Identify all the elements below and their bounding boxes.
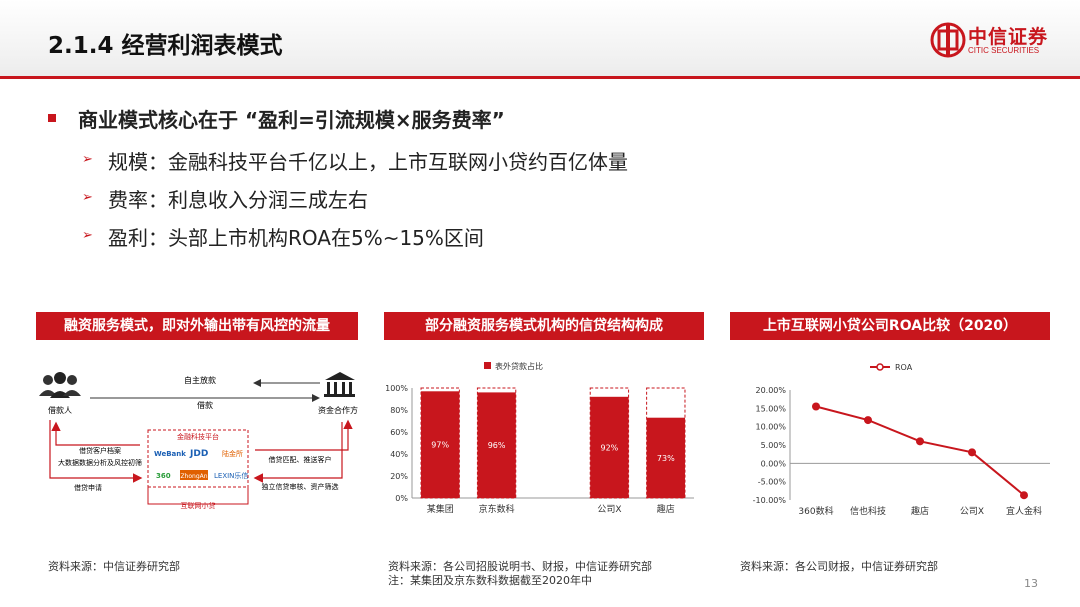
x-tick-label: 宜人金科 — [1006, 505, 1042, 517]
right-note-2: 独立信贷审核、资产筛选 — [262, 482, 339, 491]
sub-bullet: ➢ 规模：金融科技平台千亿以上，上市互联网小贷约百亿体量 — [48, 146, 1028, 174]
webank-logo: WeBank — [154, 450, 186, 458]
y-tick-label: 10.00% — [755, 423, 786, 432]
data-point — [864, 416, 872, 425]
legend-label: ROA — [895, 363, 913, 372]
flow-diagram: 借款人 资金合作方 自主放款 借款 金融科技平台 WeBank JDD 陆金所 … — [39, 372, 358, 510]
y-tick-label: -5.00% — [758, 478, 787, 487]
panel2-note: 注：某集团及京东数科数据截至2020年中 — [388, 574, 592, 587]
page-title: 2.1.4 经营利润表模式 — [48, 33, 283, 59]
panel3-source: 资料来源：各公司财报，中信证券研究部 — [740, 560, 938, 573]
self-loan-label: 自主放款 — [184, 375, 216, 385]
x-tick-label: 公司X — [597, 504, 621, 515]
platform-box — [147, 429, 249, 505]
micro-box — [147, 486, 249, 505]
y-tick-label: -10.00% — [753, 496, 787, 505]
sub-bullet-text: 费率：利息收入分润三成左右 — [108, 188, 368, 212]
sub-bullet: ➢ 盈利：头部上市机构ROA在5%~15%区间 — [48, 222, 1028, 250]
bar — [477, 392, 516, 498]
bar-data-label: 73% — [657, 454, 675, 463]
zhongan-logo: ZhongAn — [180, 473, 207, 480]
bar-data-label: 92% — [601, 443, 619, 452]
y-tick-label: 20% — [390, 472, 408, 481]
y-tick-label: 15.00% — [755, 404, 786, 413]
lufax-logo: 陆金所 — [222, 449, 243, 458]
left-note-2: 大数据数据分析及风控初筛 — [58, 458, 142, 467]
panel1-title: 融资服务模式，即对外输出带有风控的流量 — [36, 312, 358, 340]
left-note-1: 借贷客户档案 — [79, 446, 121, 455]
data-point — [1020, 491, 1028, 500]
x-tick-label: 信也科技 — [850, 505, 886, 517]
sub-bullet-text: 盈利：头部上市机构ROA在5%~15%区间 — [108, 226, 484, 250]
data-point — [968, 448, 976, 457]
micro-label: 互联网小贷 — [181, 501, 216, 510]
apply-label: 借贷申请 — [74, 483, 102, 492]
y-tick-label: 80% — [390, 406, 408, 415]
arrow-bullet-icon: ➢ — [82, 190, 93, 205]
platform-label: 金融科技平台 — [177, 432, 219, 441]
y-tick-label: 60% — [390, 428, 408, 437]
panel1-source: 资料来源：中信证券研究部 — [48, 560, 180, 573]
panel2-source: 资料来源：各公司招股说明书、财报，中信证券研究部 — [388, 560, 652, 573]
citic-logo: 中信证券 CITIC SECURITIES — [930, 22, 1070, 62]
y-tick-label: 20.00% — [755, 386, 786, 395]
bar-chart: 0% 20% 40% 60% 80% 100% 表外贷款占比 97% 某集团 96% 京东数科 92%… — [385, 361, 694, 515]
lexin-logo: LEXIN乐信 — [214, 471, 248, 480]
profile-arrow — [51, 421, 140, 446]
data-point — [812, 402, 820, 411]
legend-marker — [876, 363, 884, 371]
right-note-1: 借贷匹配、推送客户 — [269, 455, 332, 464]
header-rule — [0, 76, 1080, 79]
bank-icon — [324, 372, 355, 397]
apply-arrow — [49, 420, 143, 483]
borrower-label: 借款人 — [48, 405, 72, 415]
data-point — [916, 437, 924, 446]
line-chart: -10.00% -5.00% 0.00% 5.00% 10.00% 15.00% 20.00… — [753, 363, 1050, 517]
partner-logos: WeBank JDD 陆金所 360 ZhongAn LEXIN乐信 — [154, 449, 248, 480]
x-tick-label: 360数科 — [798, 505, 833, 517]
bar — [646, 417, 685, 498]
360-logo: 360 — [156, 472, 171, 480]
y-tick-label: 5.00% — [761, 441, 787, 450]
sub-bullet: ➢ 费率：利息收入分润三成左右 — [48, 184, 1028, 212]
panel3-title: 上市互联网小贷公司ROA比较（2020） — [730, 312, 1050, 340]
arrow-bullet-icon: ➢ — [82, 152, 93, 167]
x-tick-label: 趣店 — [911, 505, 929, 517]
x-tick-label: 趣店 — [657, 503, 675, 515]
citic-emblem-icon — [930, 22, 966, 58]
sub-bullet-text: 规模：金融科技平台千亿以上，上市互联网小贷约百亿体量 — [108, 150, 628, 174]
review-arrow — [253, 422, 343, 483]
y-tick-label: 100% — [385, 384, 408, 393]
arrow-bullet-icon: ➢ — [82, 228, 93, 243]
logo-text-en: CITIC SECURITIES — [968, 46, 1040, 55]
jdd-logo: JDD — [189, 449, 208, 459]
x-tick-label: 公司X — [960, 506, 984, 517]
y-tick-label: 40% — [390, 450, 408, 459]
bar — [421, 391, 460, 498]
bar — [590, 396, 629, 498]
x-tick-label: 某集团 — [427, 503, 454, 515]
page-number: 13 — [1024, 577, 1038, 590]
legend-swatch — [484, 362, 491, 369]
loan-label: 借款 — [197, 400, 213, 410]
bullet-square-icon — [48, 114, 56, 122]
legend-label: 表外贷款占比 — [495, 361, 543, 371]
bar-data-label: 97% — [431, 441, 449, 450]
borrower-icon — [39, 372, 81, 398]
y-tick-label: 0.00% — [761, 459, 787, 468]
x-tick-label: 京东数科 — [479, 503, 515, 515]
zhongan-logo-box — [180, 470, 208, 480]
bar-data-label: 96% — [488, 441, 506, 450]
y-tick-label: 0% — [395, 494, 408, 503]
match-arrow — [255, 419, 353, 451]
logo-text-cn: 中信证券 — [968, 26, 1049, 48]
panel2-title: 部分融资服务模式机构的信贷结构构成 — [384, 312, 704, 340]
main-bullet-text: 商业模式核心在于 “盈利=引流规模×服务费率” — [78, 108, 505, 132]
main-bullet: 商业模式核心在于 “盈利=引流规模×服务费率” — [48, 104, 1028, 132]
funder-label: 资金合作方 — [318, 405, 358, 415]
series-line — [815, 405, 1025, 497]
header-bar — [0, 0, 1080, 78]
